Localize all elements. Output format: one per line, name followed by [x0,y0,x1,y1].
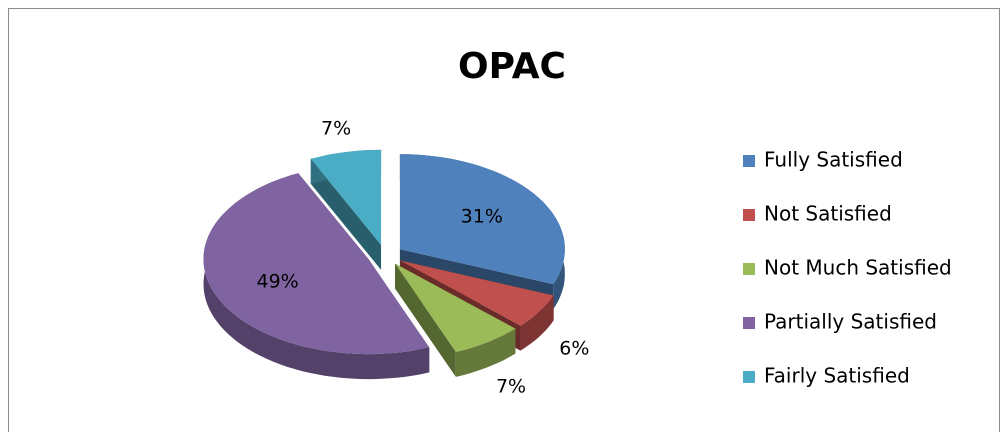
slice-wall [310,158,382,270]
slice-top [400,260,554,326]
slice-top [395,263,516,352]
pie-slice [395,263,516,377]
legend-label: Not Satisfied [764,202,892,226]
slice-top [399,154,565,285]
slice-side [520,295,554,351]
legend-swatch [743,263,755,275]
pie-slice [310,149,382,270]
data-label: 49% [257,270,299,292]
legend-swatch [743,317,755,329]
slice-top [310,149,382,245]
data-label: 7% [321,117,351,139]
slice-top [203,173,430,355]
slice-side [203,173,430,380]
legend-swatch [743,371,755,383]
legend-label: Fairly Satisfied [764,364,910,388]
legend-label: Not Much Satisfied [764,256,952,280]
legend-label: Partially Satisfied [764,310,937,334]
data-label: 31% [461,206,503,228]
legend-swatch [743,155,755,167]
pie-slice [203,173,430,380]
legend-swatch [743,209,755,221]
legend-label: Fully Satisfied [764,148,903,172]
data-label: 6% [559,338,589,360]
data-label: 7% [496,375,526,397]
slice-side [455,328,516,377]
chart-title: OPAC [458,46,566,87]
slice-wall [395,263,456,377]
